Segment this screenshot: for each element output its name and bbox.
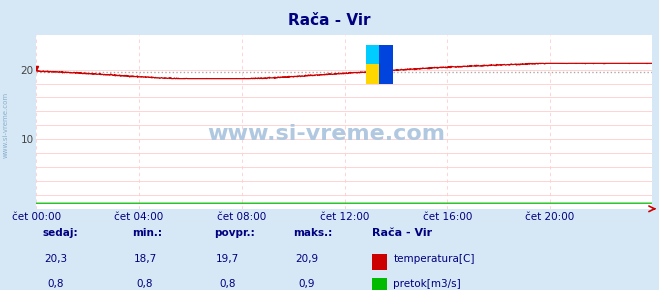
Text: povpr.:: povpr.: bbox=[214, 228, 255, 238]
Text: sedaj:: sedaj: bbox=[43, 228, 78, 238]
Text: 18,7: 18,7 bbox=[133, 254, 157, 264]
Text: www.si-vreme.com: www.si-vreme.com bbox=[207, 124, 445, 144]
Text: 0,8: 0,8 bbox=[136, 279, 154, 289]
Bar bbox=[366, 45, 380, 84]
Text: www.si-vreme.com: www.si-vreme.com bbox=[2, 92, 9, 158]
Text: 0,8: 0,8 bbox=[219, 279, 236, 289]
Text: 19,7: 19,7 bbox=[215, 254, 239, 264]
Text: 20,3: 20,3 bbox=[44, 254, 68, 264]
Bar bbox=[380, 45, 393, 84]
Text: pretok[m3/s]: pretok[m3/s] bbox=[393, 279, 461, 289]
Text: Rača - Vir: Rača - Vir bbox=[372, 228, 432, 238]
Text: temperatura[C]: temperatura[C] bbox=[393, 254, 475, 264]
Text: Rača - Vir: Rača - Vir bbox=[288, 13, 371, 28]
Text: 20,9: 20,9 bbox=[295, 254, 318, 264]
Text: min.:: min.: bbox=[132, 228, 162, 238]
Bar bbox=[366, 45, 380, 64]
Text: 0,8: 0,8 bbox=[47, 279, 65, 289]
Text: 0,9: 0,9 bbox=[298, 279, 315, 289]
Text: maks.:: maks.: bbox=[293, 228, 333, 238]
